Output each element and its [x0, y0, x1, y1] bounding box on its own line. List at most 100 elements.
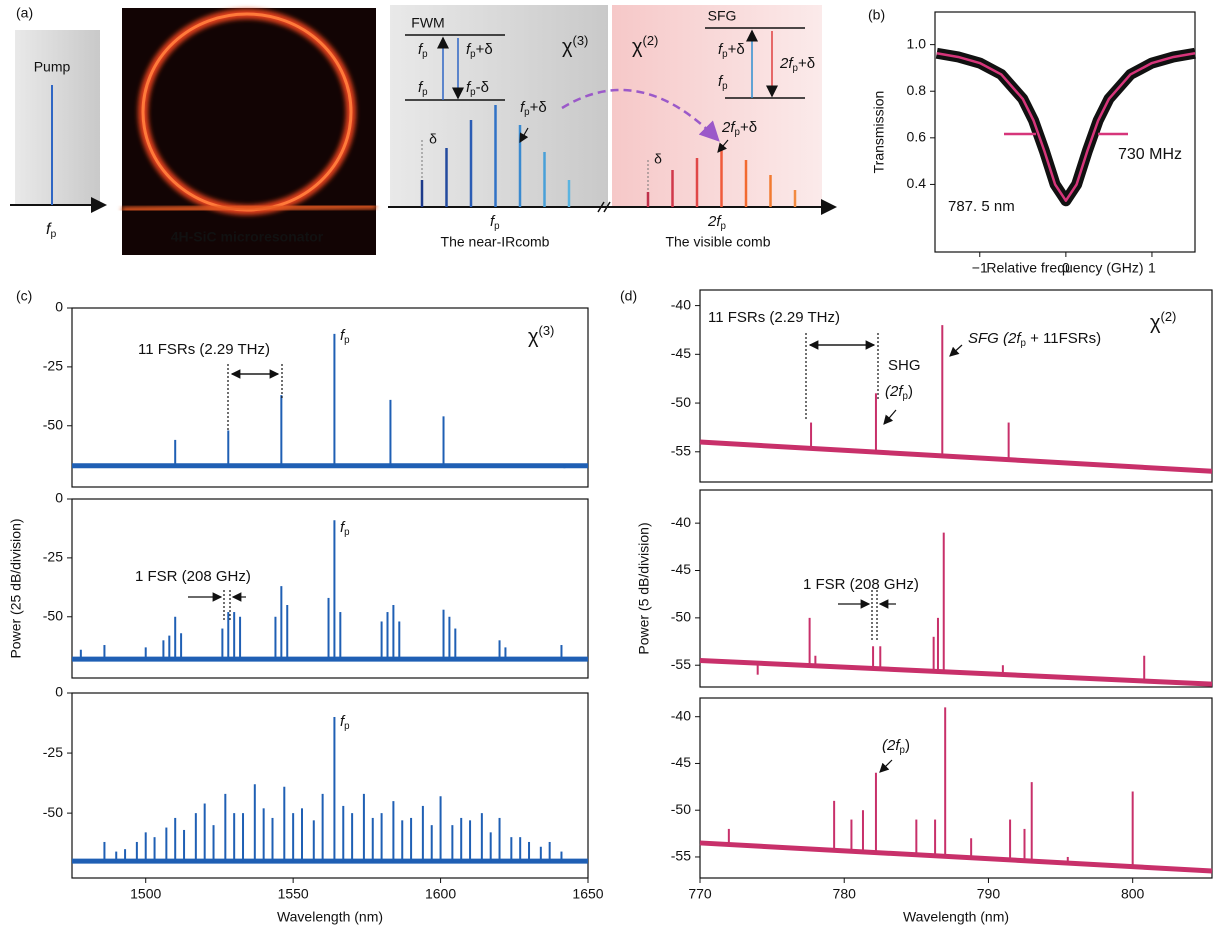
y-tick-label: 0 [55, 299, 63, 315]
y-axis-label: Power (5 dB/division) [636, 522, 652, 654]
label-part: p [494, 221, 500, 232]
label: 2fp+δ [721, 119, 757, 138]
label-part: +δ [798, 55, 815, 72]
y-tick-label: -50 [671, 801, 691, 817]
label-part: f [718, 73, 724, 90]
label-part: (2) [643, 33, 659, 48]
label-part: (2) [1161, 309, 1177, 324]
label: fp+δ [520, 99, 547, 118]
annotation: 787. 5 nm [948, 198, 1015, 215]
label-part: p [900, 745, 906, 756]
label-part: 2f [779, 55, 794, 72]
y-tick-label: 0.6 [907, 129, 927, 145]
plot-frame [71, 307, 589, 488]
delta: δ [429, 131, 437, 147]
conversion-arrow [561, 88, 720, 142]
label-part: +δ [530, 99, 547, 116]
label-part: χ [528, 326, 539, 348]
label: fp [46, 221, 56, 240]
caption: The visible comb [665, 234, 770, 250]
annotation: 11 FSRs (2.29 THz) [138, 341, 270, 358]
y-tick-label: -50 [671, 394, 691, 410]
label: SFG [708, 8, 737, 24]
label-part: 11 FSRs (2.29 THz) [138, 341, 270, 358]
x-tick-label: 1550 [278, 886, 309, 902]
label: χ(2) [632, 33, 658, 58]
x-axis-label: Wavelength (nm) [277, 909, 383, 925]
pump-label: Pump [34, 59, 71, 75]
label-part: χ [562, 36, 573, 58]
y-tick-label: -40 [671, 707, 691, 723]
label-part: χ [1150, 312, 1161, 334]
panel-label: (b) [868, 7, 885, 23]
annotation: fp [340, 327, 350, 346]
label-part: f [520, 99, 526, 116]
y-tick-label: -25 [43, 744, 63, 760]
annotation: (2fp) [882, 737, 910, 756]
x-tick-label: 1650 [572, 886, 603, 902]
label-part: f [340, 519, 346, 536]
y-tick-label: -40 [671, 514, 691, 530]
label-part: 1 FSR (208 GHz) [803, 576, 919, 593]
annotation-line [519, 127, 529, 144]
label: fp+δ [466, 41, 493, 60]
y-tick-label: -55 [671, 848, 691, 864]
fit-curve [936, 52, 1196, 202]
noise-floor [699, 840, 1213, 874]
x-tick-label: 1 [1148, 260, 1156, 276]
plot-frame [699, 697, 1213, 879]
label-part: 730 MHz [1118, 146, 1182, 163]
label-part: +δ [740, 119, 757, 136]
vis-box [612, 5, 822, 207]
plot-frame [71, 498, 589, 679]
resonator-image [122, 8, 376, 255]
label-part: p [793, 63, 799, 74]
pump-box [15, 30, 100, 205]
label: fp [418, 41, 428, 60]
label-part: (2f [882, 737, 901, 754]
label-part: f [46, 221, 52, 238]
x-tick-label: 1600 [425, 886, 456, 902]
y-tick-label: -45 [671, 345, 691, 361]
label-part: p [1021, 338, 1027, 349]
label-part: p [721, 221, 727, 232]
label-part: f [340, 327, 346, 344]
y-tick-label: 0 [55, 490, 63, 506]
data-trace [935, 47, 1196, 207]
label-part: SFG (2f [968, 330, 1022, 347]
label-part: 11 FSRs (2.29 THz) [708, 309, 840, 326]
label: fp [418, 79, 428, 98]
label-part: f [490, 213, 496, 230]
label-part: p [722, 81, 728, 92]
x-tick-label: 770 [688, 886, 712, 902]
x-tick-label: 780 [833, 886, 857, 902]
panel-label: (c) [16, 288, 32, 304]
label-part: ) [905, 737, 910, 754]
label-part: SHG [888, 357, 921, 374]
y-tick-label: -45 [671, 754, 691, 770]
label-part: χ [632, 36, 643, 58]
label-part: f [418, 79, 424, 96]
label-part: 1 FSR (208 GHz) [135, 568, 251, 585]
label-part: p [50, 229, 56, 240]
caption: The near-IRcomb [441, 234, 550, 250]
label: χ(3) [562, 33, 588, 58]
annotation: χ(2) [1150, 309, 1176, 334]
plot-frame [934, 11, 1196, 253]
label-part: p [735, 127, 741, 138]
annotation-line [717, 139, 729, 153]
label-part: p [470, 87, 476, 98]
y-tick-label: -50 [43, 607, 63, 623]
label-part: ) [908, 383, 913, 400]
label: fp [718, 73, 728, 92]
label: fp+δ [718, 41, 745, 60]
label-part: p [470, 49, 476, 60]
x-axis-label: Wavelength (nm) [903, 909, 1009, 925]
x-tick-label: −1 [972, 260, 988, 276]
label-part: p [344, 335, 350, 346]
annotation-line [883, 409, 897, 425]
panel-label: (d) [620, 288, 637, 304]
plot-frame [699, 489, 1213, 688]
